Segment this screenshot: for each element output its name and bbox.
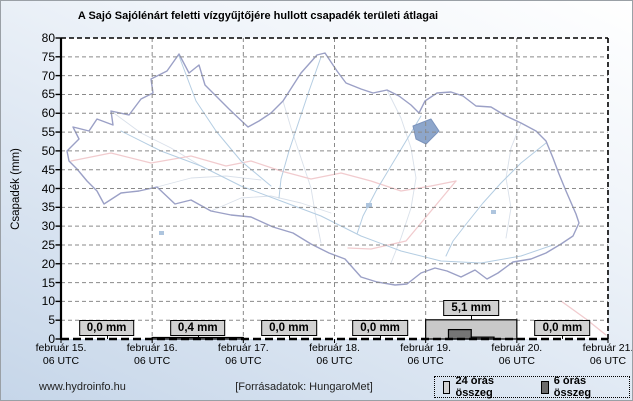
precip-label: 5,1 mm — [443, 299, 500, 316]
x-tick-hour: 06 UTC — [407, 355, 444, 367]
y-tick-label: 55 — [41, 125, 55, 140]
y-tick-label: 10 — [41, 294, 55, 309]
y-tick-label: 75 — [41, 49, 55, 64]
gridlines — [61, 38, 608, 339]
x-tick-hour: 06 UTC — [42, 355, 80, 367]
y-tick-label: 20 — [41, 256, 55, 271]
x-tick-hour: 06 UTC — [134, 355, 171, 367]
legend-swatch-6h — [541, 380, 549, 394]
precip-label-stem — [380, 336, 382, 339]
y-tick-label: 25 — [41, 237, 55, 252]
y-tick-label: 0 — [48, 332, 55, 346]
x-tick-date: február 20. — [491, 342, 543, 354]
basin-map — [66, 52, 607, 336]
y-tick-label: 40 — [41, 181, 55, 196]
legend-label-6h: 6 órás összeg — [553, 375, 592, 399]
x-tick-label: február 19. 06 UTC — [400, 342, 451, 368]
x-tick-label: február 20. 06 UTC — [491, 342, 542, 368]
precip-label: 0,0 mm — [261, 320, 317, 336]
precip-label-stem — [562, 336, 564, 339]
legend-label-24h: 24 órás összeg — [455, 375, 494, 399]
y-tick-label: 45 — [41, 162, 55, 177]
x-tick-date: február 15. — [35, 342, 87, 354]
x-tick-date: február 18. — [309, 342, 360, 354]
x-tick-date: február 19. — [400, 342, 452, 354]
x-tick-date: február 16. — [126, 342, 178, 354]
x-tick-date: február 21. — [582, 342, 633, 354]
precip-label: 0,0 mm — [352, 320, 408, 336]
y-tick-label: 65 — [41, 87, 55, 102]
precip-label: 0,0 mm — [78, 320, 135, 336]
legend-swatch-24h — [443, 380, 451, 394]
precip-label: 0,0 mm — [534, 320, 591, 336]
y-tick-label: 70 — [41, 68, 55, 83]
x-tick-label: február 17. 06 UTC — [218, 342, 269, 368]
precip-label-stem — [106, 336, 108, 339]
footer-source-text: [Forrásadatok: HungaroMet] — [235, 381, 373, 393]
x-tick-date: február 17. — [217, 342, 269, 354]
y-tick-label: 30 — [41, 219, 55, 234]
precip-label-stem — [471, 315, 473, 320]
y-tick-label: 80 — [41, 31, 55, 45]
x-tick-hour: 06 UTC — [589, 355, 627, 367]
y-tick-label: 15 — [41, 275, 55, 290]
y-tick-label: 35 — [41, 200, 55, 215]
precip-label: 0,4 mm — [169, 320, 226, 336]
chart-title: A Sajó Sajólénárt feletti vízgyűjtőjére … — [77, 10, 439, 22]
x-tick-hour: 06 UTC — [225, 355, 262, 367]
x-tick-label: február 16. 06 UTC — [127, 342, 178, 368]
x-tick-label: február 21. 06 UTC — [582, 342, 633, 368]
legend-box: 24 órás összeg 6 órás összeg — [434, 375, 630, 399]
y-tick-label: 50 — [41, 143, 55, 158]
precip-label-stem — [197, 336, 199, 339]
basin-outline — [66, 52, 580, 286]
precip-label-stem — [288, 336, 290, 339]
x-tick-label: február 18. 06 UTC — [309, 342, 360, 368]
small-lakes — [159, 203, 496, 235]
x-tick-hour: 06 UTC — [316, 355, 353, 367]
footer-site-text: www.hydroinfo.hu — [39, 381, 126, 393]
axes — [55, 37, 609, 343]
x-tick-label: február 15. 06 UTC — [36, 342, 87, 368]
bar-6h — [447, 328, 472, 340]
x-tick-hour: 06 UTC — [498, 355, 535, 367]
y-tick-label: 5 — [48, 313, 55, 328]
y-tick-label: 60 — [41, 106, 55, 121]
border-lines-pink — [70, 152, 607, 336]
